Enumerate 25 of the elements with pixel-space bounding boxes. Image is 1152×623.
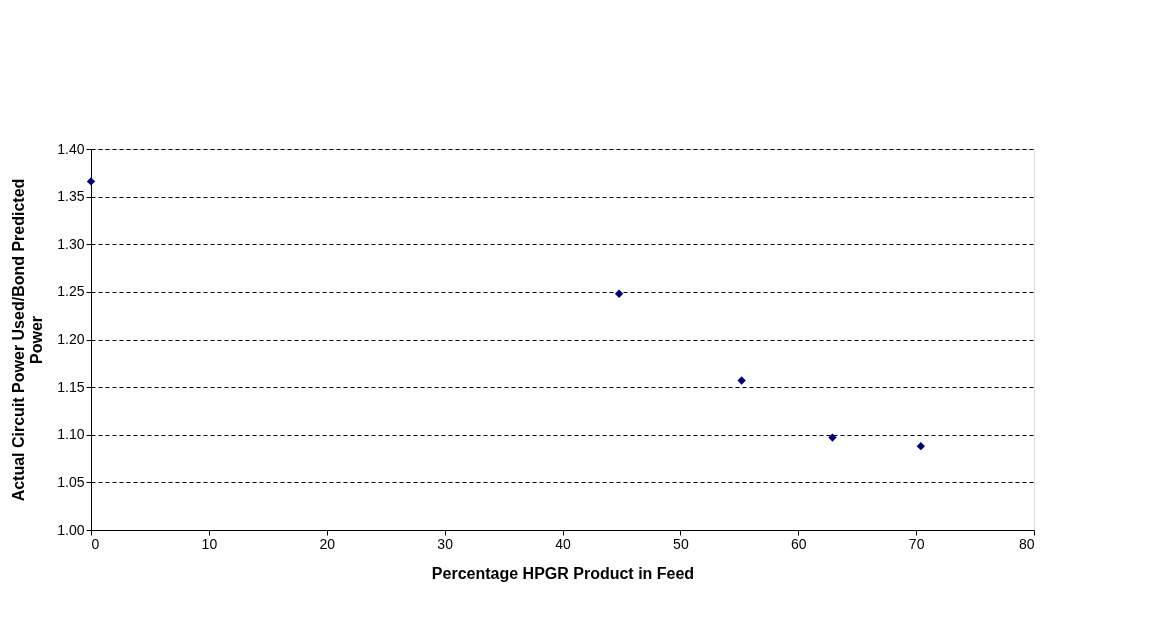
point xyxy=(614,289,624,298)
x-tick-label: 70 xyxy=(908,535,925,552)
y-tick-label: 1.10 xyxy=(57,426,85,443)
x-tick-label: 10 xyxy=(201,535,218,552)
y-tick-label: 1.30 xyxy=(57,235,85,252)
y-tick-label: 1.40 xyxy=(57,140,85,157)
point xyxy=(828,433,837,442)
y-tick-label: 1.00 xyxy=(57,521,85,538)
point xyxy=(916,442,926,451)
point xyxy=(737,376,746,385)
y-tick-label: 1.25 xyxy=(57,283,85,300)
x-tick-label: 40 xyxy=(555,535,571,552)
x-axis-title: Percentage HPGR Product in Feed xyxy=(431,564,695,582)
y-tick-label: 1.05 xyxy=(57,473,85,490)
y-axis-title: Actual Circuit Power Used/Bond Predicted Power xyxy=(10,178,46,502)
y-tick-label: 1.15 xyxy=(57,378,85,395)
x-tick-label: 20 xyxy=(319,535,336,552)
x-tick-label: 80 xyxy=(1018,535,1035,552)
x-tick-label: 50 xyxy=(673,535,689,552)
y-tick-label: 1.20 xyxy=(57,331,85,347)
x-tick-label: 0 xyxy=(91,535,100,552)
x-tick-label: 30 xyxy=(437,535,454,552)
point xyxy=(86,177,96,186)
x-tick-label: 60 xyxy=(790,535,807,552)
y-tick-label: 1.35 xyxy=(57,188,85,205)
